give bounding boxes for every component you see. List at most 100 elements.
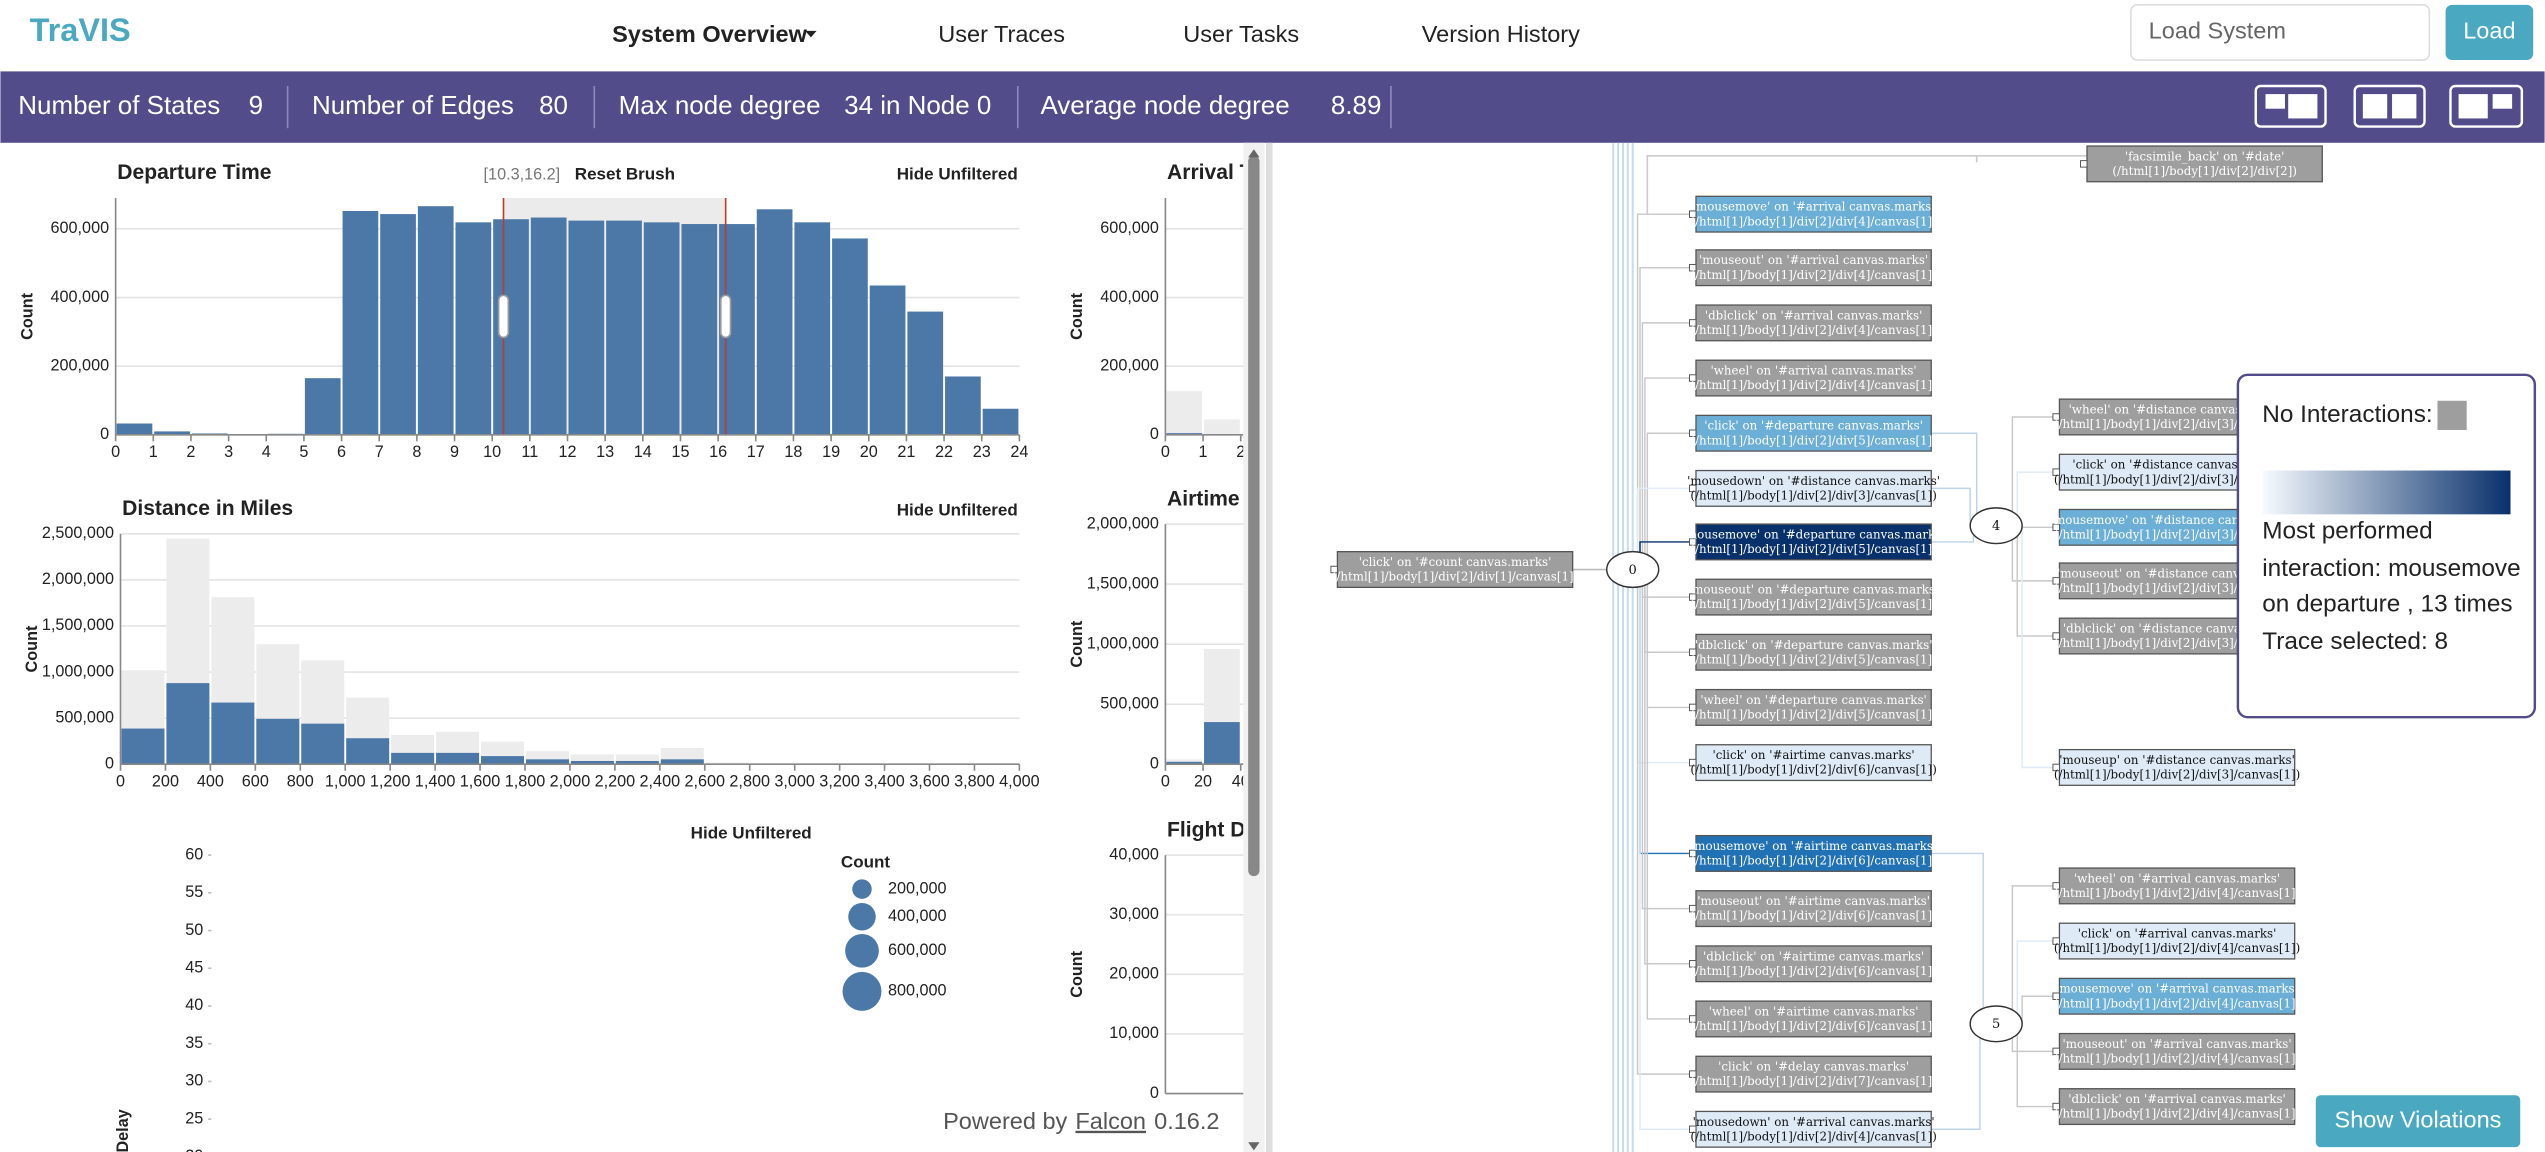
bar — [256, 718, 300, 765]
event-node[interactable] — [1695, 469, 1932, 507]
y-tick-label: 200,000 — [1100, 356, 1159, 374]
scrollbar-thumb[interactable] — [1248, 155, 1260, 877]
edge-port — [1689, 593, 1697, 601]
load-button[interactable] — [2445, 4, 2534, 61]
event-node[interactable] — [2058, 922, 2296, 960]
bar — [1166, 761, 1203, 765]
bar — [606, 220, 642, 435]
layout-button[interactable] — [2353, 84, 2426, 128]
nav-item[interactable]: User Traces — [938, 21, 1065, 47]
x-tick-label: 20 — [1194, 772, 1212, 790]
y-axis-label: Count — [1068, 620, 1086, 667]
popup-text-body: Most performed interaction: mousemove on… — [2262, 514, 2530, 660]
brush-handle[interactable] — [719, 294, 732, 339]
hide-unfiltered[interactable]: Hide Unfiltered — [691, 823, 812, 842]
event-node[interactable] — [1695, 578, 1932, 616]
x-tick-label: 2,400 — [640, 772, 681, 790]
event-node[interactable] — [1695, 688, 1932, 726]
reset-brush[interactable]: Reset Brush — [575, 165, 675, 184]
x-tick-label: 0 — [1161, 772, 1170, 790]
event-node[interactable] — [2058, 867, 2296, 905]
nav-item[interactable]: System Overview — [612, 21, 807, 47]
load-button-label: Load — [2463, 18, 2515, 44]
edge-port — [2052, 1102, 2060, 1111]
event-selector: (/html[1]/body[1]/div[2]/div[2]) — [2112, 164, 2297, 178]
scroll-arrow[interactable] — [1248, 149, 1260, 158]
event-selector: (/html[1]/body[1]/div[2]/div[4]/canvas[1… — [2054, 941, 2300, 955]
event-node[interactable] — [1695, 744, 1932, 782]
x-tick-label: 2,200 — [595, 772, 636, 790]
event-node[interactable] — [1695, 890, 1932, 928]
state-node[interactable] — [1969, 1005, 2023, 1043]
x-tick-label: 12 — [558, 443, 576, 461]
x-tick-label: 40 — [1232, 772, 1250, 790]
x-tick-label: 19 — [822, 443, 840, 461]
search-input[interactable] — [2130, 4, 2431, 61]
chart-title: Departure Time — [117, 161, 271, 184]
no-interactions-swatch — [2437, 400, 2467, 430]
layout-button[interactable] — [2449, 84, 2524, 128]
bar — [660, 759, 704, 765]
event-node[interactable] — [2058, 977, 2296, 1015]
layout-button[interactable] — [2254, 84, 2327, 128]
event-node[interactable] — [1336, 551, 1574, 589]
stats-bar — [0, 71, 2545, 143]
event-selector: (/html[1]/body[1]/div[2]/div[5]/canvas[1… — [1690, 542, 1936, 556]
edge-port — [1689, 263, 1697, 272]
credit-link[interactable]: Falcon — [1075, 1108, 1146, 1134]
bar — [615, 760, 659, 765]
edge-port — [1689, 1015, 1697, 1023]
brand[interactable]: TraVIS — [30, 12, 131, 48]
y-tick-label: 500,000 — [1100, 694, 1159, 712]
state-node[interactable] — [1606, 550, 1660, 589]
legend-title: Count — [841, 853, 890, 872]
legend-popup: No Interactions: Most performed interact… — [2236, 373, 2537, 719]
divider — [1266, 142, 1273, 1152]
layout-buttons — [2254, 84, 2524, 128]
bar — [1204, 722, 1240, 765]
dropdown-caret[interactable] — [805, 30, 817, 38]
size-legend-label: 800,000 — [888, 982, 947, 1000]
stat-label: Number of Edges — [312, 90, 514, 120]
hide-unfiltered[interactable]: Hide Unfiltered — [897, 501, 1018, 520]
event-node[interactable] — [2058, 1088, 2296, 1126]
edge — [1632, 568, 1690, 855]
event-node[interactable] — [1695, 195, 1932, 233]
edge — [1996, 885, 2053, 1025]
y-tick-label: 2,000,000 — [1087, 514, 1159, 532]
y-tick-label: 40,000 — [1109, 845, 1159, 863]
x-tick-label: 1,000 — [325, 772, 366, 790]
nav-item[interactable]: Version History — [1422, 21, 1580, 47]
y-tick-label: 60 — [185, 845, 203, 863]
hide-unfiltered[interactable]: Hide Unfiltered — [897, 165, 1018, 184]
x-tick-label: 21 — [897, 443, 915, 461]
event-name: 'click' on '#distance canvas.marks' — [2072, 458, 2281, 472]
state-node[interactable] — [1969, 507, 2023, 545]
event-node[interactable] — [2058, 1032, 2296, 1070]
show-violations-button[interactable] — [2315, 1095, 2521, 1148]
y-tick-label: 0 — [1150, 1084, 1159, 1102]
event-node[interactable] — [1695, 1000, 1932, 1038]
most-performed-detail: mousemove on departure , 13 times — [2262, 554, 2521, 619]
most-performed: Most performed interaction: mousemove on… — [2262, 514, 2530, 624]
x-tick-label: 2,800 — [729, 772, 770, 790]
event-node[interactable] — [2058, 748, 2296, 786]
x-tick-label: 2,600 — [684, 772, 725, 790]
stat-label: Number of States — [18, 90, 220, 120]
scroll-arrow[interactable] — [1248, 1142, 1260, 1151]
size-legend-symbol — [842, 971, 882, 1011]
edge-port — [1689, 849, 1697, 858]
event-node[interactable] — [1695, 1055, 1932, 1093]
event-node[interactable] — [1695, 304, 1932, 342]
x-tick-label: 22 — [935, 443, 953, 461]
edge-port — [2052, 882, 2060, 890]
event-node[interactable] — [1695, 834, 1932, 872]
bar — [982, 408, 1019, 435]
event-node[interactable] — [1695, 249, 1932, 287]
brush-handle[interactable] — [497, 294, 510, 339]
event-node[interactable] — [1695, 1110, 1932, 1148]
bar — [211, 702, 255, 765]
x-tick-label: 0 — [1161, 443, 1170, 461]
nav-item[interactable]: User Tasks — [1183, 21, 1299, 47]
event-node[interactable] — [1695, 359, 1932, 397]
